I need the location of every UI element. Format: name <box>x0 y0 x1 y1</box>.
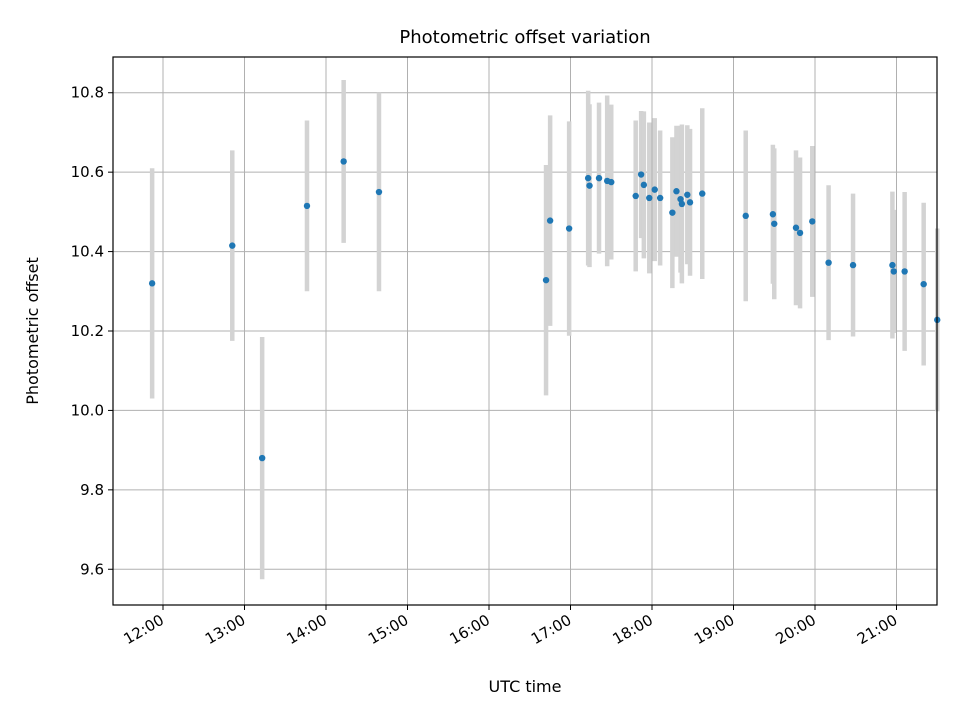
data-point <box>825 259 832 266</box>
y-tick-label: 10.4 <box>71 243 104 261</box>
data-point <box>584 174 592 182</box>
data-point <box>769 211 777 218</box>
data-point <box>608 178 615 186</box>
data-point <box>889 261 896 269</box>
data-point <box>678 200 686 208</box>
y-tick-label: 10.0 <box>71 401 104 419</box>
data-point <box>901 268 908 275</box>
y-tick-label: 10.6 <box>71 163 104 181</box>
data-point <box>920 280 927 288</box>
data-point <box>684 191 691 198</box>
data-point <box>742 212 749 220</box>
y-axis-label: Photometric offset <box>23 257 42 405</box>
data-point <box>148 280 156 287</box>
point-layer <box>148 158 941 462</box>
data-point <box>542 276 550 284</box>
data-point <box>656 194 664 202</box>
data-point <box>796 229 804 237</box>
y-tick-label: 9.6 <box>80 560 104 578</box>
data-point <box>637 171 645 178</box>
data-point <box>669 209 676 216</box>
data-point <box>890 268 897 275</box>
data-point <box>229 242 236 249</box>
data-point <box>632 192 639 200</box>
y-tick-label: 10.8 <box>71 84 104 102</box>
data-point <box>586 182 593 189</box>
data-point <box>340 158 347 165</box>
chart-title: Photometric offset variation <box>399 27 650 48</box>
data-point <box>565 225 573 232</box>
data-point <box>595 174 603 182</box>
data-point <box>809 218 816 225</box>
data-point <box>849 261 857 269</box>
data-point <box>640 181 648 189</box>
data-point <box>686 199 694 206</box>
y-tick-label: 9.8 <box>80 481 104 499</box>
data-point <box>651 186 658 193</box>
data-point <box>546 217 554 224</box>
data-point <box>303 202 311 210</box>
data-point <box>699 190 706 197</box>
data-point <box>646 194 653 202</box>
data-point <box>258 454 266 462</box>
data-point <box>771 220 778 227</box>
x-axis-label: UTC time <box>489 677 562 696</box>
data-point <box>792 224 800 231</box>
data-point <box>375 188 383 196</box>
data-point <box>673 188 680 195</box>
y-tick-label: 10.2 <box>71 322 104 340</box>
